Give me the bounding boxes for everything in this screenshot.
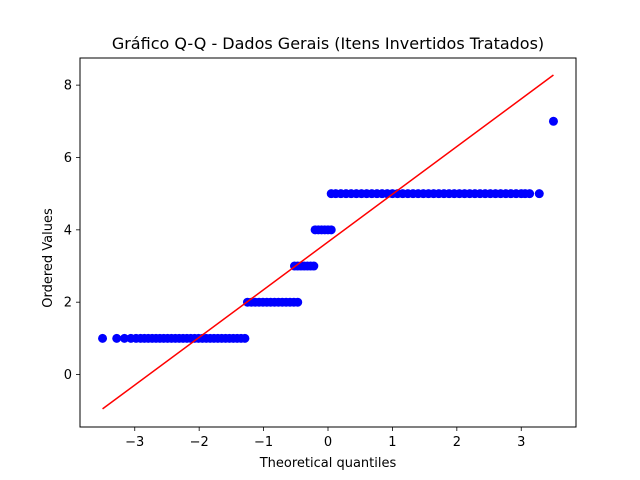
y-tick-label: 2 [64, 296, 72, 311]
plot-area [98, 74, 558, 410]
y-tick-label: 0 [64, 368, 72, 383]
data-point [293, 297, 303, 307]
axis-ticks: −3 −2 −1 0 1 2 3 0 2 4 6 8 [64, 79, 526, 450]
y-tick-label: 6 [64, 151, 72, 166]
x-tick-label: −3 [125, 435, 144, 450]
data-point [240, 333, 250, 343]
data-point [534, 189, 544, 199]
y-tick-label: 4 [64, 223, 72, 238]
data-point [119, 333, 129, 343]
data-point [309, 261, 319, 271]
x-tick-label: −1 [254, 435, 273, 450]
data-point [548, 116, 558, 126]
data-point [112, 333, 122, 343]
x-tick-label: 0 [324, 435, 332, 450]
data-point [525, 189, 535, 199]
x-axis-label: Theoretical quantiles [259, 456, 397, 471]
x-tick-label: 1 [388, 435, 396, 450]
data-point [326, 225, 336, 235]
y-tick-label: 8 [64, 79, 72, 94]
x-tick-label: −2 [190, 435, 209, 450]
reference-line [102, 74, 554, 410]
x-tick-label: 3 [517, 435, 525, 450]
x-tick-label: 2 [453, 435, 461, 450]
data-point [98, 333, 108, 343]
y-axis-label: Ordered Values [41, 208, 56, 308]
chart-title: Gráfico Q-Q - Dados Gerais (Itens Invert… [112, 34, 544, 53]
